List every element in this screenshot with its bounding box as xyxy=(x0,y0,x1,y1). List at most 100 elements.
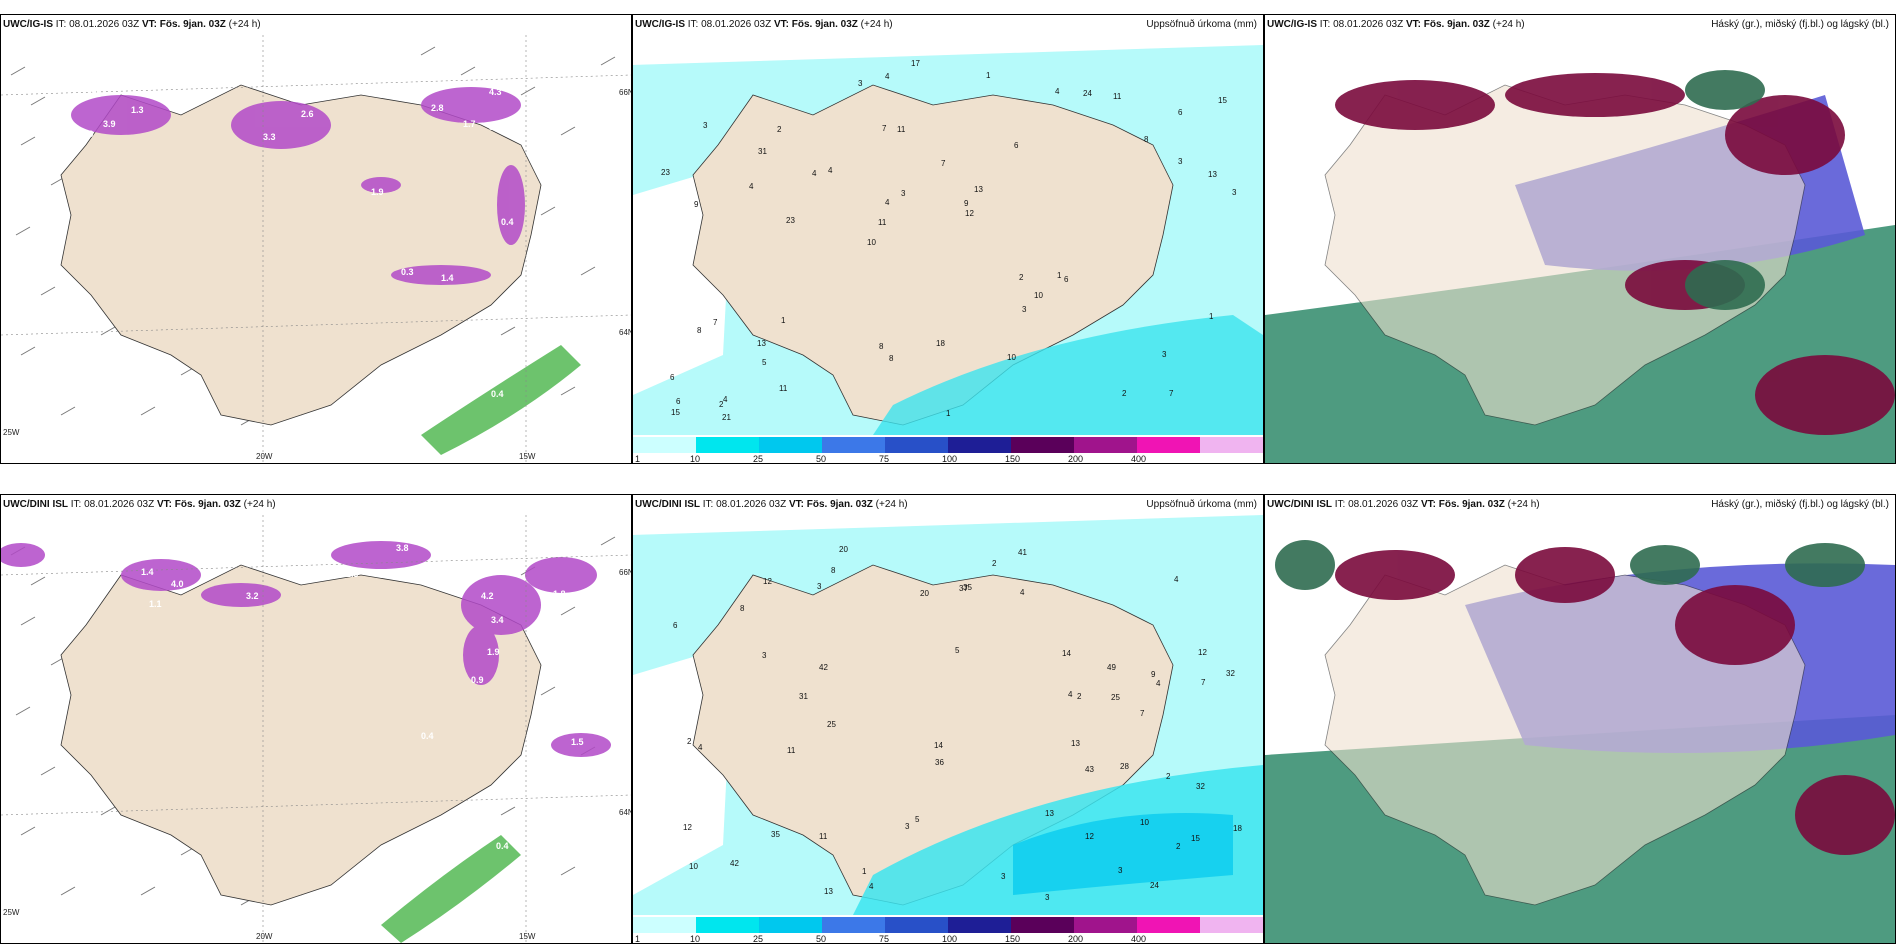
precip-value: 13 xyxy=(824,887,833,896)
dark-green-cloud xyxy=(1275,540,1865,590)
shade-value: 0.4 xyxy=(421,731,434,741)
init-time: IT: 08.01.2026 03Z xyxy=(687,19,772,30)
precip-value: 8 xyxy=(740,604,745,613)
shade-value: 4.2 xyxy=(481,591,494,601)
precip-value: 3 xyxy=(703,121,708,130)
precip-value: 42 xyxy=(819,663,828,672)
precip-value: 2 xyxy=(719,400,724,409)
panel-title: UWC/DINI ISL IT: 08.01.2026 03Z VT: Fös.… xyxy=(635,499,908,510)
colorbar-label: 25 xyxy=(753,934,764,944)
precip-value: 18 xyxy=(936,339,945,348)
shade-value: 0.4 xyxy=(491,389,504,399)
precip-value: 7 xyxy=(1201,678,1206,687)
panel-clouds-ig-is: UWC/IG-IS IT: 08.01.2026 03Z VT: Fös. 9j… xyxy=(1264,14,1896,464)
lead-time: (+24 h) xyxy=(243,499,276,510)
precip-value: 24 xyxy=(1150,881,1159,890)
shade-value: 0.4 xyxy=(496,841,509,851)
precip-value: 4 xyxy=(812,169,817,178)
valid-time: Fös. 9jan. 03Z xyxy=(1423,19,1490,30)
cloud-map xyxy=(1265,35,1895,463)
shade-value: 3.2 xyxy=(246,591,259,601)
precip-value: 15 xyxy=(671,408,680,417)
precip-value: 4 xyxy=(869,882,874,891)
precip-value: 1 xyxy=(986,71,991,80)
shade-value: 3.8 xyxy=(489,122,502,132)
valid-label: VT: xyxy=(141,19,157,30)
precip-value: 12 xyxy=(965,209,974,218)
colorbar-label: 100 xyxy=(942,454,958,464)
precip-value: 31 xyxy=(799,692,808,701)
precip-value: 5 xyxy=(955,646,960,655)
panel-precip-ig-is: UWC/IG-IS IT: 08.01.2026 03Z VT: Fös. 9j… xyxy=(632,14,1264,464)
precip-value: 9 xyxy=(694,200,699,209)
precip-value: 4 xyxy=(1068,690,1073,699)
precip-value: 11 xyxy=(787,746,796,755)
precip-value: 6 xyxy=(673,621,678,630)
precip-value: 8 xyxy=(697,326,702,335)
colorbar-segment xyxy=(1200,437,1263,453)
precip-value: 7 xyxy=(1169,389,1174,398)
colorbar-segment xyxy=(822,437,886,453)
precip-value: 2 xyxy=(1077,692,1082,701)
precip-value: 4 xyxy=(1174,575,1179,584)
valid-label: VT: xyxy=(1420,499,1436,510)
valid-label: VT: xyxy=(788,499,804,510)
precip-value: 21 xyxy=(722,413,731,422)
precip-shading xyxy=(1,541,611,757)
shade-value: 1.9 xyxy=(371,187,384,197)
precip-value: 12 xyxy=(763,577,772,586)
precip-value: 20 xyxy=(920,589,929,598)
precip-value: 13 xyxy=(1071,739,1080,748)
shade-value: 2.8 xyxy=(431,103,444,113)
shade-value: 1.7 xyxy=(463,119,476,129)
precip-value: 3 xyxy=(1022,305,1027,314)
precip-value: 7 xyxy=(882,124,887,133)
precip-value: 4 xyxy=(723,395,728,404)
precip-value: 41 xyxy=(1018,548,1027,557)
precip-value: 35 xyxy=(771,830,780,839)
precip-value: 4 xyxy=(749,182,754,191)
precip-value: 2 xyxy=(687,737,692,746)
precip-value: 6 xyxy=(1064,275,1069,284)
precip-area-strong xyxy=(1013,813,1233,895)
precip-value: 4 xyxy=(885,72,890,81)
precip-value: 11 xyxy=(819,832,828,841)
precip-value: 14 xyxy=(934,741,943,750)
precip-value: 7 xyxy=(941,159,946,168)
colorbar-segment xyxy=(759,437,823,453)
lat-label-64n: 64N xyxy=(619,328,631,337)
colorbar-label: 50 xyxy=(816,454,827,464)
precip-value: 7 xyxy=(1140,709,1145,718)
panel-clouds-dini: UWC/DINI ISL IT: 08.01.2026 03Z VT: Fös.… xyxy=(1264,494,1896,944)
init-time: IT: 08.01.2026 03Z xyxy=(1319,19,1404,30)
precip-map: 1012155108911437674128235424341324141811… xyxy=(633,515,1263,915)
precip-value: 12 xyxy=(1085,832,1094,841)
precip-value: 1 xyxy=(946,409,951,418)
precip-value: 12 xyxy=(683,823,692,832)
colorbar-label: 10 xyxy=(690,934,701,944)
precip-value: 5 xyxy=(762,358,767,367)
precip-value: 31 xyxy=(758,147,767,156)
precip-value: 2 xyxy=(1122,389,1127,398)
precip-value: 6 xyxy=(676,397,681,406)
precip-value: 12 xyxy=(1198,648,1207,657)
lon-label-20w: 20W xyxy=(256,932,273,941)
precip-value: 6 xyxy=(1014,141,1019,150)
precip-value: 1 xyxy=(781,316,786,325)
cloud-title: Háský (gr.), miðský (fj.bl.) og lágský (… xyxy=(1711,19,1889,30)
precip-value: 28 xyxy=(1120,762,1129,771)
init-time: IT: 08.01.2026 03Z xyxy=(1334,499,1419,510)
shade-value: 0.2 xyxy=(71,579,84,589)
precip-value: 13 xyxy=(1208,170,1217,179)
colorbar-segment xyxy=(696,437,760,453)
colorbar-segment xyxy=(822,917,886,933)
lon-label-edge: 25W xyxy=(3,428,20,437)
precip-shading xyxy=(71,87,525,285)
model-name: UWC/DINI ISL xyxy=(1267,499,1332,510)
shade-value: 4.3 xyxy=(489,87,502,97)
init-time: IT: 08.01.2026 03Z xyxy=(55,19,140,30)
precip-value: 23 xyxy=(661,168,670,177)
precip-value: 25 xyxy=(827,720,836,729)
precip-value: 4 xyxy=(885,198,890,207)
precip-value: 42 xyxy=(730,859,739,868)
